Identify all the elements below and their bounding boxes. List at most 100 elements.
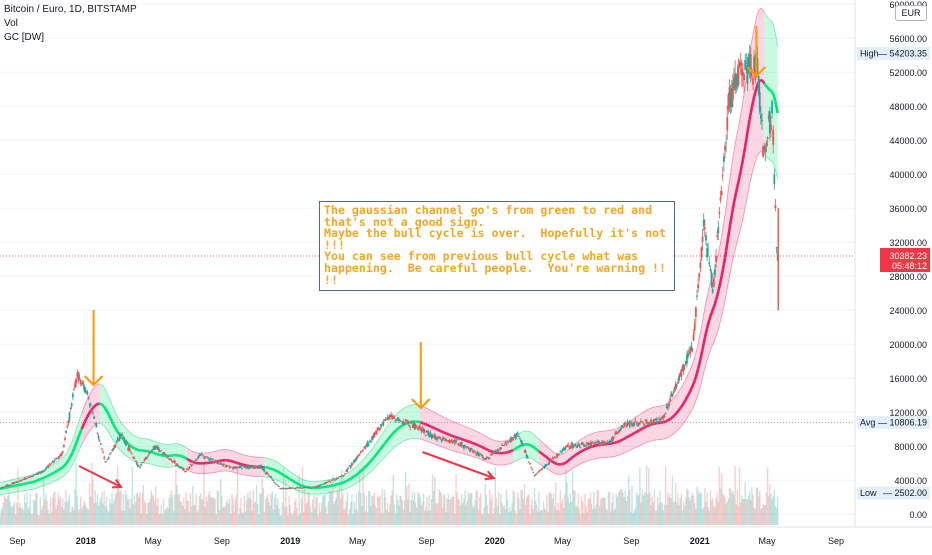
candle-body	[216, 463, 218, 464]
candle-body	[595, 443, 597, 444]
channel-upper	[406, 407, 407, 408]
legend-volume[interactable]: Vol	[4, 17, 137, 31]
candle-body	[585, 445, 587, 446]
channel-midline	[685, 400, 686, 402]
candle-body	[683, 365, 685, 372]
candle-body	[405, 420, 407, 421]
channel-midline	[745, 140, 746, 147]
channel-midline	[701, 349, 702, 354]
channel-midline	[62, 467, 63, 468]
legend-indicator[interactable]: GC [DW]	[4, 31, 137, 45]
candle-body	[112, 448, 114, 450]
candle-body	[676, 385, 678, 386]
channel-midline	[431, 427, 432, 428]
channel-midline	[743, 153, 744, 159]
candle-body	[194, 461, 196, 462]
candle-body	[706, 248, 708, 257]
candle-body	[711, 273, 713, 286]
channel-midline	[297, 483, 298, 484]
channel-upper	[426, 408, 427, 409]
channel-midline	[381, 447, 382, 448]
candle-body	[201, 454, 203, 455]
candle-body	[586, 442, 588, 444]
candle-body	[544, 466, 546, 468]
candle-body	[494, 450, 496, 451]
channel-midline	[667, 420, 668, 421]
candle-body	[664, 415, 666, 416]
channel-upper	[49, 466, 50, 467]
candle-body	[108, 457, 110, 458]
channel-midline	[631, 434, 632, 435]
avg-price-label-caption: Avg	[860, 417, 875, 427]
candle-body	[574, 444, 576, 445]
channel-midline	[58, 469, 59, 470]
channel-lower	[133, 461, 134, 462]
channel-midline	[65, 464, 66, 465]
channel-midline	[640, 429, 641, 430]
channel-midline	[110, 417, 111, 419]
channel-lower	[289, 486, 290, 487]
annotation-note[interactable]: The gaussian channel go's from green to …	[319, 201, 675, 291]
channel-midline	[363, 468, 364, 469]
currency-badge[interactable]: EUR	[895, 5, 927, 21]
candle-body	[519, 438, 521, 439]
channel-midline	[383, 444, 384, 445]
channel-lower	[517, 460, 518, 461]
channel-upper	[439, 415, 440, 416]
channel-midline	[774, 97, 775, 101]
candle-body	[183, 469, 185, 470]
channel-lower	[353, 485, 354, 486]
candle-body	[699, 263, 701, 268]
candle-body	[669, 398, 671, 401]
candle-body	[529, 463, 531, 464]
time-tick-label: May	[759, 536, 777, 546]
channel-upper	[555, 453, 556, 454]
channel-lower	[622, 453, 623, 454]
channel-midline	[374, 456, 375, 457]
candle-body	[88, 397, 90, 398]
candle-body	[758, 76, 760, 94]
channel-midline	[369, 462, 370, 463]
candle-body	[656, 418, 658, 420]
candle-body	[74, 383, 76, 387]
channel-midline	[715, 300, 716, 304]
channel-upper	[649, 409, 650, 410]
candle-body	[123, 438, 125, 443]
time-tick-label: May	[554, 536, 572, 546]
channel-lower	[402, 441, 403, 442]
channel-upper	[425, 407, 426, 408]
candle-body	[715, 256, 717, 262]
channel-midline	[484, 448, 485, 449]
channel-midline	[740, 171, 741, 176]
candle-body	[500, 447, 502, 449]
time-tick-label: May	[144, 536, 162, 546]
channel-lower	[52, 482, 53, 483]
candle-body	[115, 445, 117, 447]
candle-body	[527, 457, 529, 458]
channel-midline	[279, 472, 280, 473]
candle-body	[53, 461, 55, 463]
channel-midline	[709, 316, 710, 320]
candle-body	[147, 456, 149, 457]
candle-body	[176, 464, 178, 466]
channel-midline	[742, 160, 743, 166]
channel-upper	[486, 437, 487, 438]
candle-body	[151, 450, 153, 451]
candle-body	[461, 442, 463, 446]
candle-body	[725, 142, 727, 143]
channel-lower	[633, 448, 634, 449]
channel-midline	[480, 446, 481, 447]
legend-symbol[interactable]: Bitcoin / Euro, 1D, BITSTAMP	[4, 3, 137, 17]
channel-midline	[688, 393, 689, 395]
channel-upper	[136, 436, 137, 437]
channel-upper	[434, 412, 435, 413]
channel-lower	[531, 459, 532, 460]
high-price-label-caption: High	[860, 49, 879, 59]
candle-body	[503, 445, 505, 446]
channel-midline	[184, 457, 185, 458]
candle-body	[211, 460, 213, 461]
candle-body	[323, 484, 325, 485]
candle-body	[101, 449, 103, 450]
candle-body	[576, 446, 578, 448]
